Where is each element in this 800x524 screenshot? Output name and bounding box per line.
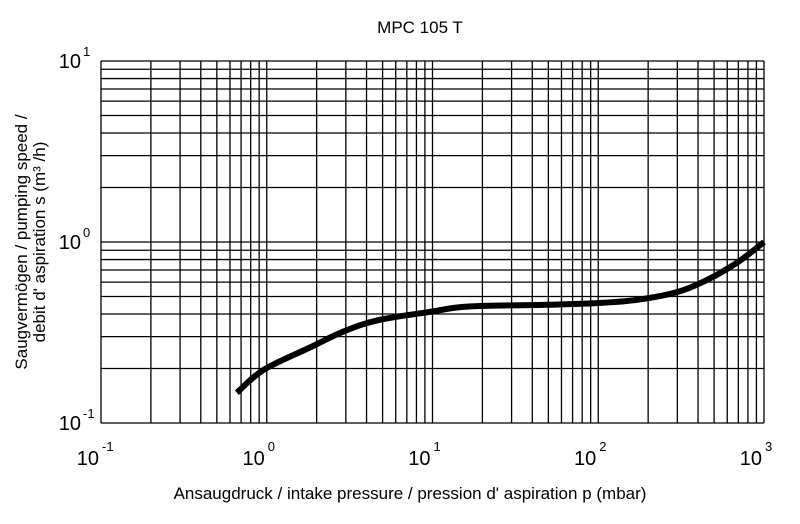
x-tick-label: 10 — [740, 448, 762, 470]
series-line-mpc-105-t — [234, 239, 766, 395]
y-axis-label-line2: debit d' aspiration s (m³ /h) — [30, 142, 49, 343]
x-tick-exponent: 0 — [268, 439, 275, 454]
chart-title: MPC 105 T — [377, 18, 463, 37]
y-tick-label: 10 — [59, 232, 81, 254]
x-tick-exponent: 1 — [434, 439, 441, 454]
x-tick-exponent: -1 — [102, 439, 114, 454]
y-tick-exponent: 1 — [83, 44, 90, 59]
y-tick-label: 10 — [59, 51, 81, 73]
y-tick-exponent: 0 — [83, 225, 90, 240]
x-tick-exponent: 2 — [599, 439, 606, 454]
grid — [100, 60, 765, 424]
x-tick-label: 10 — [574, 448, 596, 470]
y-tick-label: 10 — [59, 413, 81, 435]
y-tick-exponent: -1 — [83, 406, 95, 421]
x-tick-exponent: 3 — [765, 439, 772, 454]
x-tick-label: 10 — [243, 448, 265, 470]
x-axis-label: Ansaugdruck / intake pressure / pression… — [174, 484, 647, 503]
x-tick-label: 10 — [408, 448, 430, 470]
x-tick-label: 10 — [77, 448, 99, 470]
y-axis-label-line1: Saugvermögen / pumping speed / — [12, 114, 31, 369]
